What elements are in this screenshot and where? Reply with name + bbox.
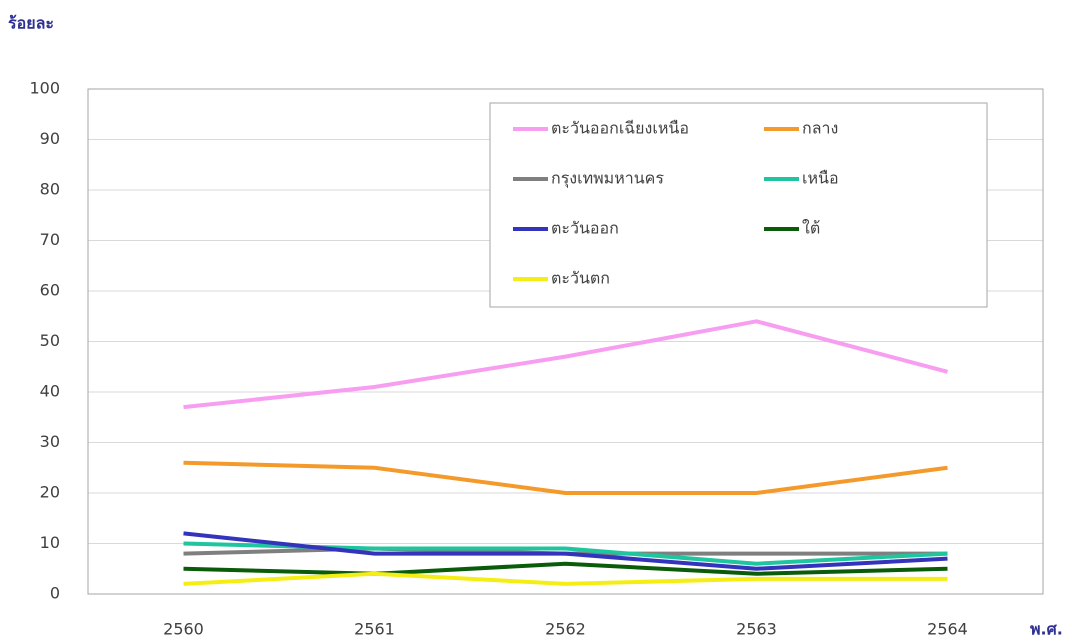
legend-box	[489, 102, 988, 308]
x-tick-label: 2563	[736, 620, 777, 639]
legend-label: ตะวันออก	[551, 219, 619, 238]
legend-label: เหนือ	[802, 169, 839, 188]
legend-label: กรุงเทพมหานคร	[551, 169, 664, 189]
x-tick-label: 2564	[927, 620, 968, 639]
y-axis-label: ร้อยละ	[8, 14, 54, 33]
y-tick-label: 0	[50, 584, 60, 603]
legend-label: ตะวันออกเฉียงเหนือ	[551, 119, 689, 138]
series-line	[183, 319, 949, 410]
legend-label: ใต้	[802, 219, 820, 238]
y-tick-label: 70	[40, 230, 60, 249]
series-line	[183, 460, 948, 495]
y-tick-label: 30	[40, 432, 60, 451]
series-line	[183, 571, 948, 586]
y-tick-label: 80	[40, 180, 60, 199]
x-axis-label: พ.ศ.	[1030, 620, 1063, 639]
x-tick-label: 2562	[545, 620, 586, 639]
y-tick-label: 100	[29, 79, 60, 98]
plot-border	[87, 88, 1044, 595]
y-tick-label: 20	[40, 483, 60, 502]
legend-label: กลาง	[802, 119, 838, 138]
y-tick-label: 90	[40, 129, 60, 148]
x-tick-label: 2561	[354, 620, 395, 639]
y-tick-label: 50	[40, 331, 60, 350]
series-line	[183, 561, 948, 576]
y-tick-label: 60	[40, 281, 60, 300]
legend-label: ตะวันตก	[551, 269, 610, 288]
y-tick-label: 10	[40, 533, 60, 552]
series-line	[183, 531, 948, 571]
y-tick-label: 40	[40, 382, 60, 401]
x-tick-label: 2560	[163, 620, 204, 639]
